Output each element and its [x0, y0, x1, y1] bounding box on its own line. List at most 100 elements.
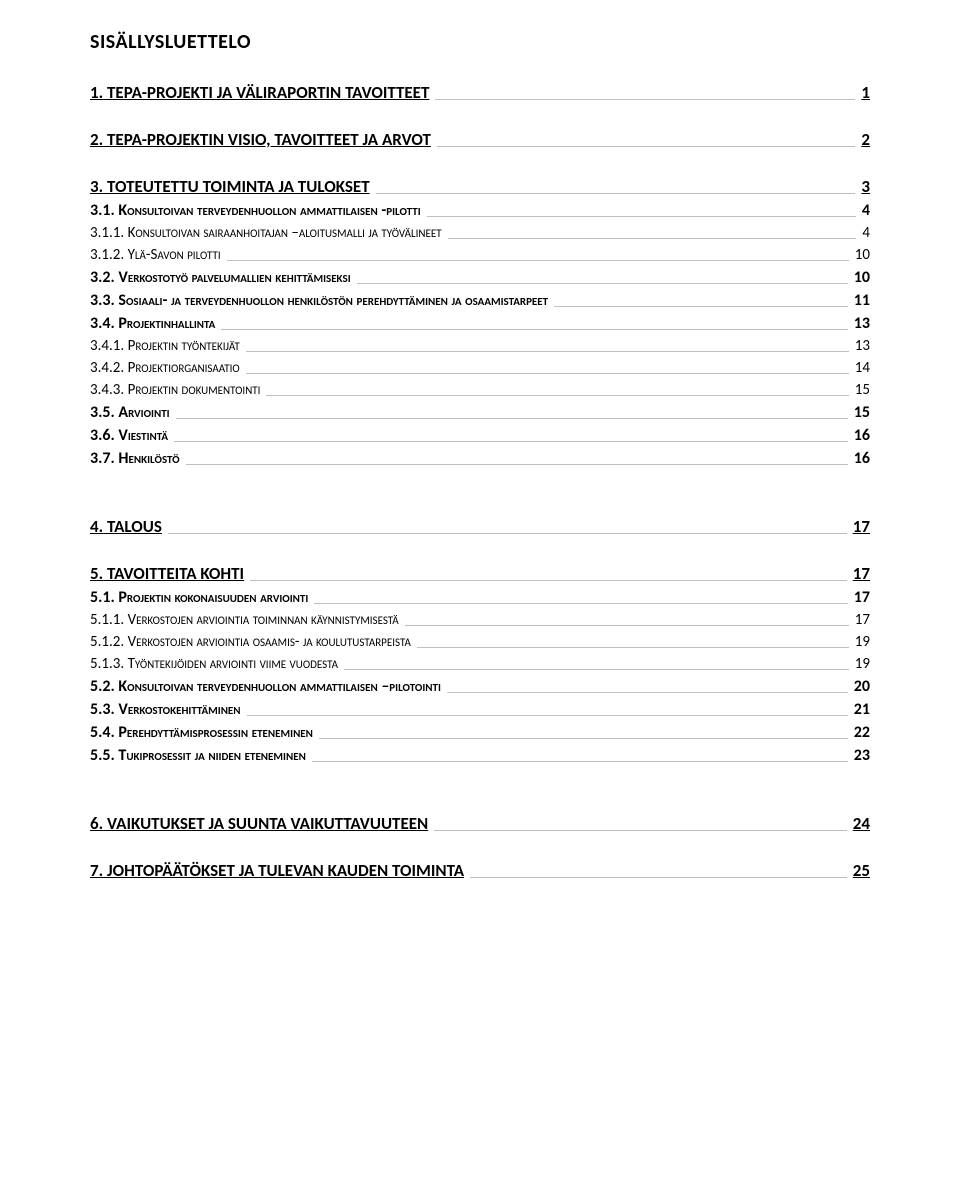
toc-page-number: 15	[855, 381, 870, 399]
toc-entry[interactable]: 3.1.1. Konsultoivan sairaanhoitajan –alo…	[90, 224, 870, 242]
toc-text: Viestintä	[118, 426, 168, 445]
toc-label: 5.3. Verkostokehittäminen	[90, 700, 241, 719]
toc-leader	[405, 625, 849, 626]
toc-text: Projektinhallinta	[118, 314, 215, 333]
toc-entry[interactable]: 5.5. Tukiprosessit ja niiden eteneminen2…	[90, 746, 870, 765]
toc-number: 3.1.	[90, 201, 115, 220]
toc-page-number: 22	[854, 723, 870, 742]
toc-page-number: 3	[861, 176, 870, 197]
toc-entry[interactable]: 5.1.3. Työntekijöiden arviointi viime vu…	[90, 655, 870, 673]
toc-leader	[447, 692, 848, 693]
toc-entry[interactable]: 3.4.2. Projektiorganisaatio14	[90, 359, 870, 377]
toc-entry[interactable]: 3.2. Verkostotyö palvelumallien kehittäm…	[90, 268, 870, 287]
toc-page-number: 13	[854, 314, 870, 333]
toc-page-number: 17	[853, 563, 870, 584]
toc-entry[interactable]: 5.1.1. Verkostojen arviointia toiminnan …	[90, 611, 870, 629]
toc-entry[interactable]: 3.1. Konsultoivan terveydenhuollon ammat…	[90, 201, 870, 220]
toc-label: 6. VAIKUTUKSET JA SUUNTA VAIKUTTAVUUTEEN	[90, 813, 428, 834]
toc-label: 3.4.3. Projektin dokumentointi	[90, 381, 260, 399]
toc-page-number: 24	[853, 813, 870, 834]
toc-page-number: 19	[855, 633, 870, 651]
toc-page-number: 14	[855, 359, 870, 377]
toc-page-number: 13	[855, 337, 870, 355]
toc-number: 1.	[90, 82, 103, 103]
toc-number: 3.6.	[90, 426, 115, 445]
toc-entry[interactable]: 4. TALOUS17	[90, 516, 870, 537]
toc-leader	[435, 99, 855, 100]
toc-label: 1. TEPA-PROJEKTI JA VÄLIRAPORTIN TAVOITT…	[90, 82, 429, 103]
toc-label: 5.1.3. Työntekijöiden arviointi viime vu…	[90, 655, 338, 673]
toc-number: 3.2.	[90, 268, 115, 287]
toc-entry[interactable]: 5.4. Perehdyttämisprosessin eteneminen22	[90, 723, 870, 742]
toc-page-number: 4	[862, 201, 870, 220]
toc-entry[interactable]: 3.4.1. Projektin työntekijät13	[90, 337, 870, 355]
toc-number: 3.1.2.	[90, 246, 124, 264]
toc-label: 3.7. Henkilöstö	[90, 449, 180, 468]
toc-text: Verkostojen arviointia osaamis- ja koulu…	[128, 633, 411, 651]
toc-label: 5.2. Konsultoivan terveydenhuollon ammat…	[90, 677, 441, 696]
toc-text: Perehdyttämisprosessin eteneminen	[118, 723, 313, 742]
toc-number: 3.3.	[90, 291, 115, 310]
toc-page-number: 2	[861, 129, 870, 150]
toc-leader	[448, 238, 857, 239]
toc-leader	[376, 193, 856, 194]
toc-number: 5.1.2.	[90, 633, 124, 651]
toc-number: 3.5.	[90, 403, 115, 422]
toc-leader	[247, 715, 848, 716]
toc-label: 5.1. Projektin kokonaisuuden arviointi	[90, 588, 308, 607]
toc-entry[interactable]: 2. TEPA-PROJEKTIN VISIO, TAVOITTEET JA A…	[90, 129, 870, 150]
toc-leader	[427, 216, 856, 217]
toc-entry[interactable]: 3.5. Arviointi15	[90, 403, 870, 422]
toc-label: 3.1.1. Konsultoivan sairaanhoitajan –alo…	[90, 224, 442, 242]
toc-page-number: 25	[853, 860, 870, 881]
toc-text: Verkostotyö palvelumallien kehittämiseks…	[118, 268, 350, 287]
toc-leader	[344, 669, 849, 670]
toc-entry[interactable]: 6. VAIKUTUKSET JA SUUNTA VAIKUTTAVUUTEEN…	[90, 813, 870, 834]
toc-text: TEPA-PROJEKTI JA VÄLIRAPORTIN TAVOITTEET	[107, 82, 429, 103]
toc-leader	[227, 260, 849, 261]
toc-text: TOTEUTETTU TOIMINTA JA TULOKSET	[107, 176, 370, 197]
toc-text: Verkostokehittäminen	[118, 700, 240, 719]
toc-number: 3.4.	[90, 314, 115, 333]
toc-label: 3.1.2. Ylä-Savon pilotti	[90, 246, 221, 264]
toc-leader	[174, 441, 848, 442]
toc-entry[interactable]: 3. TOTEUTETTU TOIMINTA JA TULOKSET 3	[90, 176, 870, 197]
toc-label: 3.6. Viestintä	[90, 426, 168, 445]
toc-entry[interactable]: 3.1.2. Ylä-Savon pilotti10	[90, 246, 870, 264]
toc-entry[interactable]: 1. TEPA-PROJEKTI JA VÄLIRAPORTIN TAVOITT…	[90, 82, 870, 103]
toc-number: 5.1.3.	[90, 655, 124, 673]
toc-page-number: 20	[854, 677, 870, 696]
toc-entry[interactable]: 3.4.3. Projektin dokumentointi 15	[90, 381, 870, 399]
toc-page-number: 1	[861, 82, 870, 103]
toc-page-number: 21	[854, 700, 870, 719]
toc-entry[interactable]: 7. JOHTOPÄÄTÖKSET JA TULEVAN KAUDEN TOIM…	[90, 860, 870, 881]
toc-entry[interactable]: 3.3. Sosiaali- ja terveydenhuollon henki…	[90, 291, 870, 310]
toc-leader	[434, 830, 847, 831]
toc-leader	[417, 647, 849, 648]
toc-leader	[312, 761, 848, 762]
toc-number: 6.	[90, 813, 103, 834]
toc-entry[interactable]: 5.1.2. Verkostojen arviointia osaamis- j…	[90, 633, 870, 651]
toc-text: Sosiaali- ja terveydenhuollon henkilöstö…	[118, 291, 548, 310]
toc-leader	[246, 351, 849, 352]
toc-label: 3. TOTEUTETTU TOIMINTA JA TULOKSET	[90, 176, 370, 197]
toc-text: Projektin kokonaisuuden arviointi	[118, 588, 308, 607]
toc-number: 4.	[90, 516, 103, 537]
toc-leader	[314, 603, 848, 604]
toc-page-number: 23	[854, 746, 870, 765]
toc-text: Konsultoivan sairaanhoitajan –aloitusmal…	[128, 224, 442, 242]
toc-entry[interactable]: 5.2. Konsultoivan terveydenhuollon ammat…	[90, 677, 870, 696]
toc-entry[interactable]: 3.6. Viestintä16	[90, 426, 870, 445]
toc-entry[interactable]: 5.3. Verkostokehittäminen 21	[90, 700, 870, 719]
toc-number: 3.1.1.	[90, 224, 124, 242]
toc-number: 3.	[90, 176, 103, 197]
toc-text: JOHTOPÄÄTÖKSET JA TULEVAN KAUDEN TOIMINT…	[107, 860, 464, 881]
toc-entry[interactable]: 5.1. Projektin kokonaisuuden arviointi17	[90, 588, 870, 607]
toc-entry[interactable]: 5. TAVOITTEITA KOHTI17	[90, 563, 870, 584]
page: SISÄLLYSLUETTELO 1. TEPA-PROJEKTI JA VÄL…	[0, 0, 960, 1177]
toc-label: 4. TALOUS	[90, 516, 162, 537]
toc-label: 3.4. Projektinhallinta	[90, 314, 215, 333]
toc-entry[interactable]: 3.7. Henkilöstö16	[90, 449, 870, 468]
toc-text: Projektin työntekijät	[128, 337, 240, 355]
toc-entry[interactable]: 3.4. Projektinhallinta 13	[90, 314, 870, 333]
